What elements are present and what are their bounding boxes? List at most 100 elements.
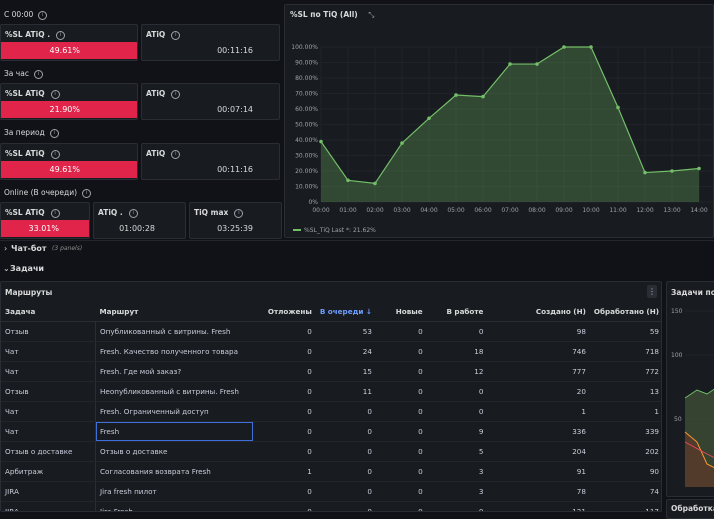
y-tick-label: 50.00%: [295, 122, 318, 129]
data-point[interactable]: [400, 141, 404, 145]
routes-title: Маршруты: [5, 288, 53, 297]
table-cell: 1: [487, 401, 590, 422]
info-icon[interactable]: i: [38, 10, 48, 20]
info-icon[interactable]: i: [171, 149, 181, 159]
y-tick-label: 100.00%: [291, 44, 318, 51]
stat-panel-atiq: ATiQ i 00:11:16: [141, 24, 280, 61]
data-point[interactable]: [454, 93, 458, 97]
info-icon[interactable]: i: [50, 149, 60, 159]
table-cell: 20: [487, 381, 590, 402]
table-cell: Отзыв: [1, 381, 96, 402]
table-cell: 0: [426, 501, 488, 511]
y-tick-label: 0%: [308, 199, 318, 206]
info-icon[interactable]: i: [171, 89, 181, 99]
info-icon[interactable]: i: [82, 188, 92, 198]
table-row[interactable]: Арбитраж Согласования возврата Fresh 1 0 0 3 9…: [1, 461, 661, 482]
table-row[interactable]: Чат Fresh. Где мой заказ? 0 15 0 12 777 772: [1, 361, 661, 382]
table-cell: Согласования возврата Fresh: [95, 461, 253, 482]
data-point[interactable]: [373, 181, 377, 186]
table-cell: 0: [375, 341, 427, 362]
stat-title: TiQ max: [194, 208, 229, 217]
table-row[interactable]: Чат Fresh. Качество полученного товара 0 24…: [1, 341, 661, 362]
sl-tiq-chart: 0% 10.00% 20.00% 30.00% 40.00% 50.00% 60.00% 70…: [291, 44, 713, 234]
data-point[interactable]: [616, 105, 620, 110]
panel-menu-icon[interactable]: ⋮: [647, 285, 657, 298]
data-point[interactable]: [427, 116, 431, 121]
data-point[interactable]: [697, 166, 701, 171]
table-row[interactable]: Чат Fresh. Ограниченный доступ 0 0 0 0 1 1: [1, 401, 661, 422]
chevron-down-icon: ⌄: [3, 264, 10, 273]
info-icon[interactable]: i: [234, 208, 244, 218]
info-icon[interactable]: i: [128, 208, 138, 218]
data-point[interactable]: [508, 62, 512, 66]
column-header-new[interactable]: Новые: [375, 302, 427, 322]
stat-title: %SL ATiQ: [5, 208, 45, 217]
info-icon[interactable]: i: [50, 208, 60, 218]
column-header-in-progress[interactable]: В работе: [426, 302, 488, 322]
table-row[interactable]: Отзыв о доставке Отзыв о доставке 0 0 0 5 204 2…: [1, 441, 661, 462]
y-tick-label: 90.00%: [295, 60, 318, 67]
chart-panel-sl-tiq: %SL по TiQ (All) ⤡ 0% 10.00% 20.00% 30.00% 4…: [284, 4, 714, 238]
data-point[interactable]: [670, 169, 674, 173]
info-icon[interactable]: i: [56, 30, 66, 40]
data-point[interactable]: [535, 62, 539, 66]
info-icon[interactable]: i: [50, 89, 60, 99]
table-cell: 12: [426, 361, 488, 382]
stat-value: 21.90%: [49, 105, 80, 114]
section-label-period: За период i: [4, 128, 59, 138]
data-point[interactable]: [481, 94, 485, 99]
data-point[interactable]: [589, 45, 593, 49]
data-point[interactable]: [319, 139, 323, 144]
table-cell: 0: [315, 481, 376, 502]
table-cell: 204: [487, 441, 590, 462]
column-header-task[interactable]: Задача: [1, 302, 96, 322]
table-cell: 9: [426, 421, 488, 442]
table-header-row: Задача Маршрут Отложены В очереди ↓ Новы…: [1, 302, 661, 322]
table-cell: 0: [315, 461, 376, 482]
table-cell: 0: [375, 381, 427, 402]
row-panel-count: (3 panels): [52, 245, 83, 252]
stat-value-bar: 21.90%: [1, 101, 137, 118]
table-cell: Чат: [1, 421, 96, 442]
column-header-processed[interactable]: Обработано (Н): [589, 302, 661, 322]
table-row[interactable]: JIRA Jira Fresh 0 0 0 0 121 117: [1, 501, 661, 511]
info-icon[interactable]: i: [33, 69, 43, 79]
row-header-chat-bot[interactable]: › Чат-бот (3 panels): [0, 240, 714, 257]
y-tick-label: 80.00%: [295, 75, 318, 82]
table-cell: 0: [252, 481, 316, 502]
table-cell: Fresh. Качество полученного товара: [95, 341, 253, 362]
table-row[interactable]: Чат Fresh 0 0 0 9 336 339: [1, 421, 661, 442]
stat-value-bar: 33.01%: [1, 220, 89, 237]
data-point[interactable]: [562, 45, 566, 49]
data-point[interactable]: [346, 178, 350, 183]
table-cell: 11: [315, 381, 376, 402]
table-cell: 3: [426, 481, 488, 502]
stat-value: 01:00:28: [119, 224, 155, 233]
x-tick-label: 07:00: [501, 207, 518, 214]
table-cell: 339: [589, 421, 661, 442]
table-cell: 0: [315, 421, 376, 442]
table-cell: 0: [426, 401, 488, 422]
table-cell: Отзыв о доставке: [1, 441, 96, 462]
table-row[interactable]: Отзыв Неопубликованный с витрины. Fresh 0 1…: [1, 381, 661, 402]
table-row[interactable]: JIRA Jira fresh пилот 0 0 0 3 78 74: [1, 481, 661, 502]
column-header-in-queue[interactable]: В очереди ↓: [315, 302, 376, 322]
column-header-route[interactable]: Маршрут: [95, 302, 253, 322]
table-cell: 0: [375, 461, 427, 482]
table-row[interactable]: Отзыв Опубликованный с витрины. Fresh 0 53 0…: [1, 321, 661, 342]
info-icon[interactable]: i: [49, 128, 59, 138]
data-point[interactable]: [643, 170, 647, 175]
row-header-tasks[interactable]: ⌄ Задачи: [0, 261, 714, 277]
column-header-created[interactable]: Создано (Н): [487, 302, 590, 322]
column-header-postponed[interactable]: Отложены: [252, 302, 316, 322]
info-icon[interactable]: i: [171, 30, 181, 40]
table-cell: 24: [315, 341, 376, 362]
tasks-mini-chart: [684, 310, 714, 487]
legend-label[interactable]: %SL_TiQ Last *: 21.62%: [304, 227, 376, 234]
stat-value: 03:25:39: [217, 224, 253, 233]
stat-title: ATiQ .: [98, 208, 123, 217]
collapse-arrows-icon[interactable]: ⤡: [368, 10, 375, 19]
y-tick-label: 60.00%: [295, 106, 318, 113]
stat-value: 00:11:16: [217, 165, 253, 174]
section-label-online: Online (В очереди) i: [4, 188, 92, 198]
